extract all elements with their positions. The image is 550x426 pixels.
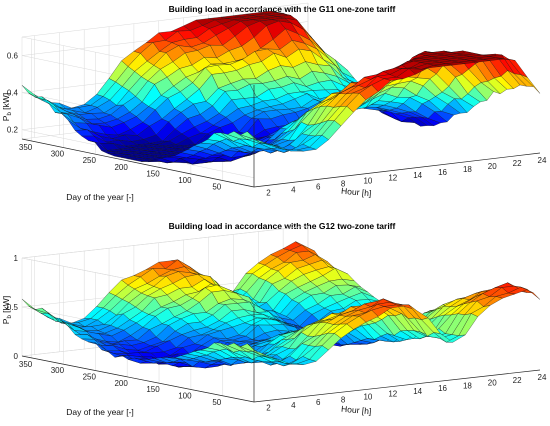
z-tick-label: 0.4 [7, 89, 19, 98]
x-tick-label: 22 [513, 159, 522, 168]
x-tick-label: 22 [513, 376, 522, 385]
x-tick-label: 4 [291, 186, 296, 195]
y-tick-label: 150 [146, 385, 160, 394]
x-axis [253, 152, 541, 188]
surface-layer [21, 10, 541, 165]
y-tick-label: 200 [114, 163, 128, 172]
x-tick-label: 20 [488, 379, 497, 388]
y-tick-label: 100 [178, 391, 192, 400]
y-tick-label: 350 [19, 360, 33, 369]
plot-g11: Building load in accordance with the G11… [1, 2, 547, 202]
z-tick-label: 0.2 [7, 126, 19, 135]
x-tick-label: 10 [363, 177, 372, 186]
surface-patch [520, 286, 541, 300]
x-tick-label: 10 [363, 392, 372, 401]
box-edge [21, 225, 309, 259]
y-tick-label: 300 [51, 366, 65, 375]
y-tick-label: 50 [212, 398, 221, 407]
z-tick-label: 0.5 [7, 303, 19, 312]
x-tick-label: 14 [413, 387, 422, 396]
x-tick-label: 16 [438, 384, 447, 393]
plot-title: Building load in accordance with the G11… [169, 4, 396, 14]
x-tick-label: 20 [488, 162, 497, 171]
x-tick-label: 16 [438, 168, 447, 177]
z-tick-label: 0.6 [7, 52, 19, 61]
y-tick-label: 350 [19, 143, 33, 152]
y-ticks: 350 300 250 200 150 100 50 [19, 143, 222, 192]
x-tick-label: 6 [316, 183, 321, 192]
z-axis-label: Pb [kW] [1, 93, 13, 121]
z-tick-label: 1 [14, 254, 19, 263]
y-axis [21, 138, 255, 188]
plot-g12: Building load in accordance with the G12… [1, 221, 547, 417]
y-axis [21, 355, 255, 403]
y-axis-label: Day of the year [-] [66, 192, 134, 202]
y-tick-label: 250 [83, 373, 97, 382]
x-tick-label: 18 [463, 381, 472, 390]
x-tick-label: 14 [413, 171, 422, 180]
z-tick-label: 0 [14, 352, 19, 361]
x-ticks: 2 4 6 8 10 12 14 16 18 20 22 24 [266, 156, 547, 198]
z-axis-label: Pb [kW] [1, 296, 13, 324]
axes-layer [21, 85, 541, 188]
z-ticks: 0.2 0.4 0.6 [7, 52, 19, 135]
y-tick-label: 300 [51, 150, 65, 159]
surface-patch [520, 74, 541, 94]
x-tick-label: 12 [388, 390, 397, 399]
y-tick-label: 150 [146, 169, 160, 178]
x-tick-label: 8 [341, 395, 346, 404]
y-tick-label: 200 [114, 379, 128, 388]
plot-title: Building load in accordance with the G12… [169, 221, 396, 231]
x-tick-label: 24 [538, 156, 547, 165]
x-axis-label: Hour [h] [341, 404, 372, 417]
x-ticks: 2 4 6 8 10 12 14 16 18 20 22 24 [266, 373, 547, 413]
x-axis-label: Hour [h] [341, 186, 372, 199]
x-tick-label: 8 [341, 180, 346, 189]
z-ticks: 00.51 [7, 254, 19, 361]
x-tick-label: 4 [291, 401, 296, 410]
x-tick-label: 6 [316, 398, 321, 407]
x-tick-label: 24 [538, 373, 547, 382]
y-axis-label: Day of the year [-] [66, 407, 134, 417]
y-tick-label: 100 [178, 176, 192, 185]
x-tick-label: 2 [266, 189, 271, 198]
axes-layer [21, 304, 541, 403]
x-tick-label: 2 [266, 404, 271, 413]
x-tick-label: 18 [463, 165, 472, 174]
box-edge [21, 2, 309, 38]
surface-layer [21, 241, 541, 369]
x-axis [253, 369, 541, 403]
y-tick-label: 250 [83, 156, 97, 165]
x-tick-label: 12 [388, 174, 397, 183]
y-tick-label: 50 [212, 183, 221, 192]
y-ticks: 350 300 250 200 150 100 50 [19, 360, 222, 407]
